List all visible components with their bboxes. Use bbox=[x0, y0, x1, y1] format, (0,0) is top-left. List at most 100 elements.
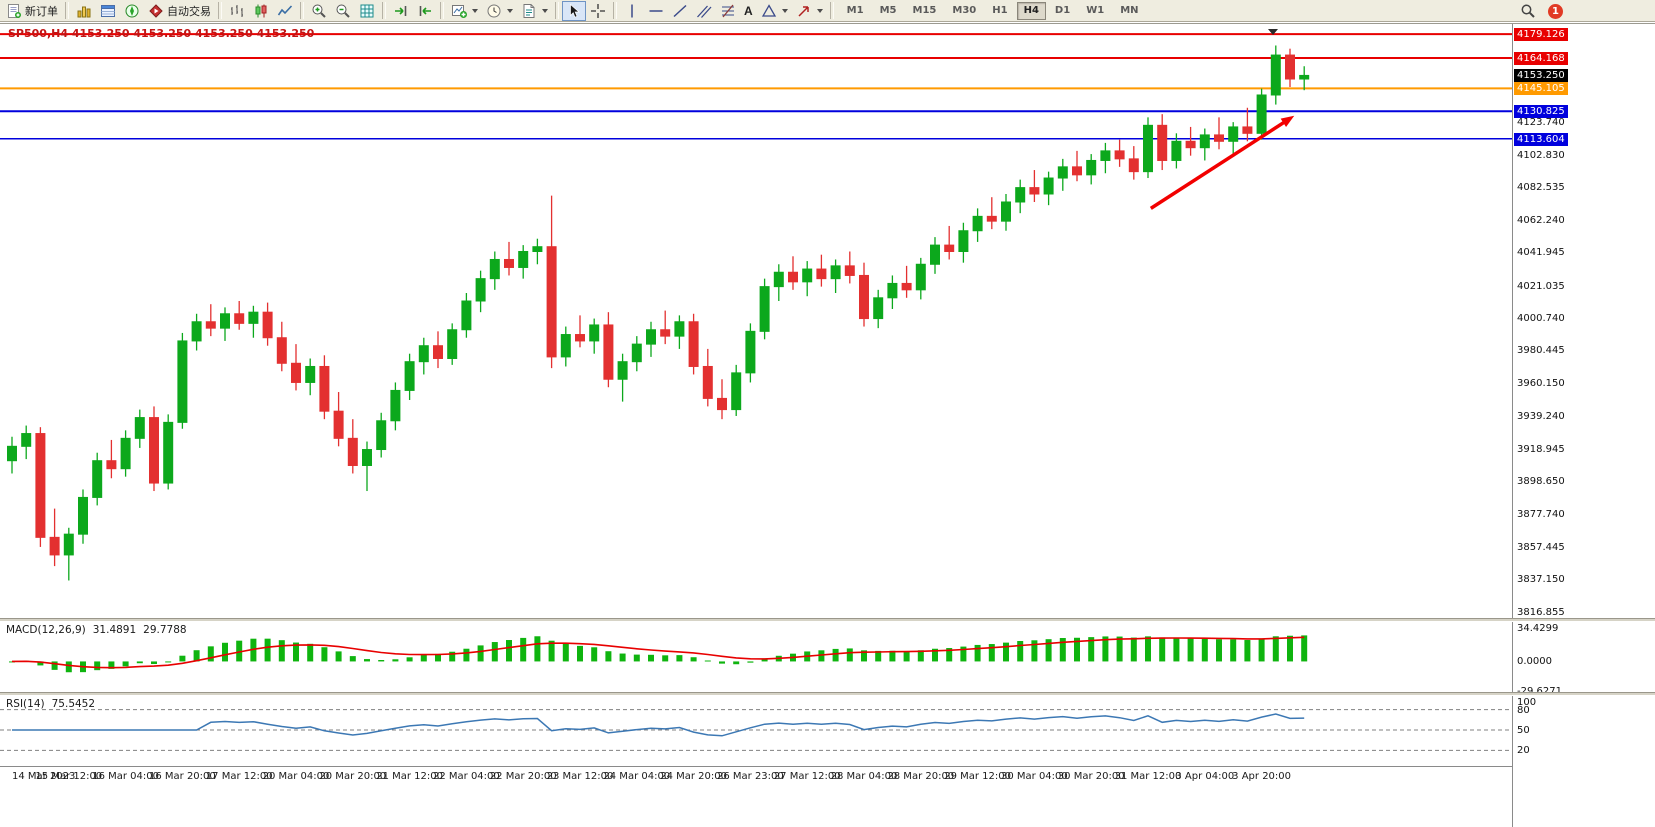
macd-histogram bbox=[9, 635, 1308, 673]
time-tick: 24 Mar 20:00 bbox=[660, 771, 727, 782]
data-window-button[interactable] bbox=[96, 1, 120, 21]
search-button[interactable] bbox=[1516, 1, 1540, 21]
timeframe-button-w1[interactable]: W1 bbox=[1079, 2, 1111, 20]
trend-arrow-annotation[interactable] bbox=[1149, 115, 1295, 210]
macd-axis-tick: 0.0000 bbox=[1517, 656, 1552, 668]
autotrading-button[interactable]: 自动交易 bbox=[144, 1, 215, 21]
auto-scroll-icon bbox=[395, 5, 407, 16]
price-axis[interactable]: 4179.126 4164.168 4145.105 4130.825 4113.604… bbox=[1512, 24, 1655, 827]
arrows-tool-button[interactable] bbox=[792, 1, 827, 21]
shapes-icon bbox=[761, 3, 776, 17]
crosshair-button[interactable] bbox=[586, 1, 610, 21]
time-axis[interactable]: 14 Mar 2023 15 Mar 12:00 16 Mar 04:00 16 Ma… bbox=[0, 766, 1655, 787]
macd-axis-tick: -29.6271 bbox=[1517, 686, 1562, 697]
time-tick: 27 Mar 12:00 bbox=[773, 771, 841, 782]
rsi-panel-canvas[interactable] bbox=[0, 696, 1512, 764]
new-order-label: 新订单 bbox=[25, 5, 58, 18]
price-tick: 3816.855 bbox=[1517, 606, 1565, 618]
rsi-axis-tick: 100 bbox=[1517, 697, 1537, 708]
chart-shift-button[interactable] bbox=[413, 1, 437, 21]
indicators-button[interactable] bbox=[447, 1, 482, 21]
vertical-line-button[interactable] bbox=[620, 1, 644, 21]
time-tick: 26 Mar 23:00 bbox=[717, 771, 784, 782]
line-chart-button[interactable] bbox=[273, 1, 297, 21]
panel-splitter-macd[interactable] bbox=[0, 618, 1655, 622]
cursor-button[interactable] bbox=[562, 0, 586, 21]
price-tag: 4130.825 bbox=[1514, 105, 1568, 119]
periods-button[interactable] bbox=[482, 1, 517, 21]
price-tag: 4164.168 bbox=[1514, 51, 1568, 65]
notification-badge[interactable]: 1 bbox=[1548, 3, 1563, 19]
price-tag: 4145.105 bbox=[1514, 82, 1568, 96]
time-tick: 3 Apr 20:00 bbox=[1232, 771, 1292, 782]
toolbar-separator bbox=[555, 2, 559, 19]
price-tick: 4000.740 bbox=[1517, 312, 1565, 324]
macd-axis-tick: 34.4299 bbox=[1517, 623, 1559, 634]
zoom-in-button[interactable] bbox=[307, 1, 331, 21]
grid-icon bbox=[360, 4, 374, 17]
timeframe-button-h1[interactable]: H1 bbox=[985, 2, 1014, 20]
fibonacci-button[interactable] bbox=[716, 1, 740, 21]
timeframe-button-d1[interactable]: D1 bbox=[1048, 2, 1077, 20]
new-order-icon bbox=[8, 3, 21, 18]
templates-button[interactable] bbox=[517, 1, 552, 21]
bar-chart-button[interactable] bbox=[225, 1, 249, 21]
templates-icon bbox=[523, 3, 535, 18]
market-watch-button[interactable] bbox=[72, 1, 96, 21]
vertical-line-icon bbox=[631, 4, 633, 17]
grid-button[interactable] bbox=[355, 1, 379, 21]
timeframe-button-h4[interactable]: H4 bbox=[1016, 1, 1046, 20]
horizontal-line-button[interactable] bbox=[644, 1, 668, 21]
chart-shift-icon bbox=[419, 5, 431, 16]
fibonacci-icon bbox=[722, 4, 734, 17]
price-tick: 3837.150 bbox=[1517, 574, 1565, 586]
price-tick: 4082.535 bbox=[1517, 182, 1565, 194]
timeframe-button-m15[interactable]: M15 bbox=[906, 2, 944, 20]
macd-panel-canvas[interactable] bbox=[0, 622, 1512, 692]
toolbar-right-group: 1 bbox=[1516, 0, 1563, 22]
candlestick-chart-button[interactable] bbox=[249, 1, 273, 21]
chart-shift-marker[interactable] bbox=[1268, 29, 1278, 35]
time-tick: 23 Mar 12:00 bbox=[546, 771, 614, 782]
price-tick: 4102.830 bbox=[1517, 149, 1565, 161]
time-tick: 28 Mar 20:00 bbox=[887, 771, 955, 782]
price-tick: 3918.945 bbox=[1517, 443, 1565, 455]
navigator-button[interactable] bbox=[120, 1, 144, 21]
zoom-out-button[interactable] bbox=[331, 1, 355, 21]
time-tick: 24 Mar 04:00 bbox=[603, 771, 671, 782]
price-tick: 3980.445 bbox=[1517, 345, 1565, 357]
toolbar-separator bbox=[613, 2, 617, 19]
timeframe-button-m1[interactable]: M1 bbox=[840, 2, 871, 20]
timeframe-button-mn[interactable]: MN bbox=[1113, 2, 1145, 20]
toolbar-separator bbox=[829, 2, 834, 19]
macd-indicator-label: MACD(12,26,9) 31.4891 29.7788 bbox=[6, 624, 187, 636]
price-tick: 3898.650 bbox=[1517, 476, 1565, 488]
timeframe-button-m30[interactable]: M30 bbox=[945, 2, 983, 20]
auto-scroll-button[interactable] bbox=[389, 1, 413, 21]
zoom-out-icon bbox=[336, 4, 350, 18]
navigator-icon bbox=[125, 4, 139, 17]
price-tick: 4062.240 bbox=[1517, 214, 1565, 226]
trendline-button[interactable] bbox=[668, 1, 692, 21]
time-tick: 16 Mar 04:00 bbox=[92, 771, 159, 782]
equidistant-channel-icon bbox=[697, 5, 712, 18]
timeframe-button-m5[interactable]: M5 bbox=[873, 2, 904, 20]
horizontal-line-icon bbox=[649, 9, 663, 12]
autotrading-label: 自动交易 bbox=[167, 5, 211, 18]
line-chart-icon bbox=[277, 4, 293, 15]
price-tick: 4041.945 bbox=[1517, 247, 1565, 259]
main-chart-canvas[interactable] bbox=[0, 26, 1512, 618]
new-order-button[interactable]: 新订单 bbox=[2, 1, 62, 21]
price-tag: 4113.604 bbox=[1514, 132, 1568, 146]
channel-button[interactable] bbox=[692, 1, 716, 21]
shapes-button[interactable] bbox=[757, 1, 792, 21]
text-tool-button[interactable]: A bbox=[740, 1, 757, 21]
panel-splitter-rsi[interactable] bbox=[0, 692, 1655, 696]
rsi-axis-tick: 50 bbox=[1517, 725, 1530, 736]
rsi-axis-tick: 80 bbox=[1517, 704, 1530, 716]
time-tick: 30 Mar 04:00 bbox=[1001, 771, 1068, 782]
current-price-tag: 4153.250 bbox=[1514, 69, 1568, 83]
time-tick: 28 Mar 04:00 bbox=[830, 771, 898, 782]
time-tick: 22 Mar 20:00 bbox=[489, 771, 557, 782]
trendline-icon bbox=[673, 4, 687, 17]
